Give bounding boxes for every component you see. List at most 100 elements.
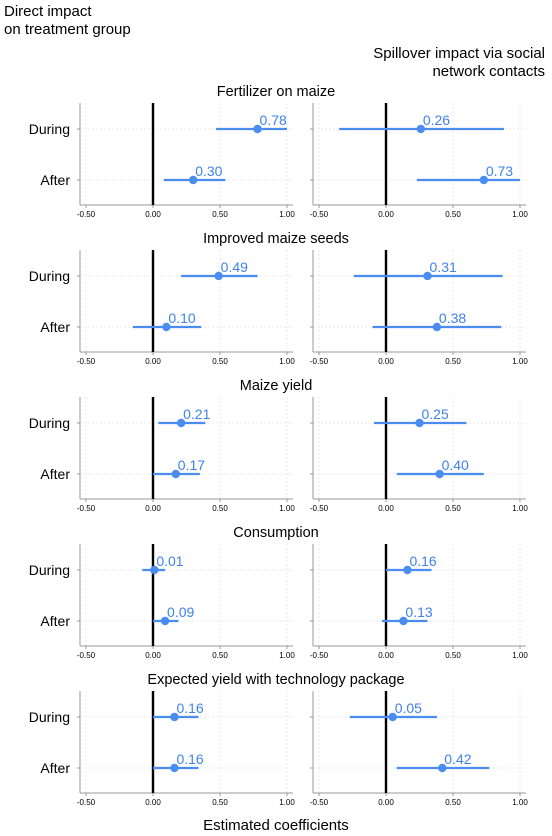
panel-title: Fertilizer on maize <box>217 84 335 100</box>
x-tick-label: 0.00 <box>145 357 161 366</box>
x-tick-label: 1.00 <box>512 357 528 366</box>
value-label: 0.40 <box>442 457 469 473</box>
value-label: 0.30 <box>195 163 222 179</box>
category-label-after: After <box>40 613 70 629</box>
x-tick-label: -0.50 <box>310 798 329 807</box>
x-tick-label: 0.00 <box>145 504 161 513</box>
category-label-after: After <box>40 760 70 776</box>
value-label: 0.16 <box>409 553 436 569</box>
point-estimate <box>438 763 447 773</box>
spillover-subplot: -0.50 0.00 0.50 1.00 0.31 0.38 <box>310 250 528 366</box>
category-label-after: After <box>40 466 70 482</box>
x-tick-label: 1.00 <box>512 504 528 513</box>
point-estimate <box>162 322 171 332</box>
header-left-line-1: Direct impact <box>4 3 92 20</box>
x-tick-label: 0.00 <box>378 357 394 366</box>
value-label: 0.31 <box>430 259 457 275</box>
value-label: 0.25 <box>422 406 449 422</box>
point-estimate <box>399 616 408 626</box>
x-tick-label: 0.50 <box>212 651 228 660</box>
point-estimate <box>415 418 424 428</box>
point-estimate <box>253 124 262 134</box>
x-tick-label: 0.50 <box>445 210 461 219</box>
x-tick-label: 0.00 <box>378 504 394 513</box>
panel-title: Maize yield <box>240 378 313 394</box>
panel-5: Expected yield with technology package Du… <box>29 672 529 807</box>
x-tick-label: 0.50 <box>445 357 461 366</box>
value-label: 0.26 <box>423 112 450 128</box>
value-label: 0.10 <box>168 310 195 326</box>
x-tick-label: 0.50 <box>445 798 461 807</box>
value-label: 0.09 <box>167 604 194 620</box>
category-label-during: During <box>29 121 70 137</box>
direct-subplot: -0.50 0.00 0.50 1.00 0.01 0.09 <box>77 544 295 660</box>
header-right-line-1: Spillover impact via social <box>373 45 545 62</box>
spillover-subplot: -0.50 0.00 0.50 1.00 0.25 0.40 <box>310 397 528 513</box>
point-estimate <box>416 124 426 134</box>
x-tick-label: 1.00 <box>279 651 295 660</box>
panel-title: Improved maize seeds <box>203 231 349 247</box>
x-tick-label: -0.50 <box>310 357 329 366</box>
x-tick-label: 0.00 <box>145 651 161 660</box>
value-label: 0.21 <box>183 406 210 422</box>
direct-subplot: -0.50 0.00 0.50 1.00 0.21 0.17 <box>77 397 295 513</box>
value-label: 0.01 <box>156 553 183 569</box>
panels-group: Fertilizer on maize During After -0.50 0.00 0… <box>29 84 529 807</box>
point-estimate <box>423 271 432 281</box>
x-tick-label: -0.50 <box>310 210 329 219</box>
spillover-subplot: -0.50 0.00 0.50 1.00 0.26 0.73 <box>310 103 528 219</box>
x-tick-label: 0.00 <box>378 651 394 660</box>
panel-2: Improved maize seeds During After -0.50 0.00… <box>29 231 529 366</box>
x-tick-label: -0.50 <box>77 798 96 807</box>
value-label: 0.16 <box>176 751 203 767</box>
point-estimate <box>403 565 412 575</box>
panel-1: Fertilizer on maize During After -0.50 0.00 0… <box>29 84 529 219</box>
value-label: 0.13 <box>405 604 432 620</box>
x-tick-label: 1.00 <box>279 210 295 219</box>
x-tick-label: 1.00 <box>512 798 528 807</box>
spillover-subplot: -0.50 0.00 0.50 1.00 0.05 0.42 <box>310 691 528 807</box>
point-estimate <box>388 712 397 722</box>
x-tick-label: -0.50 <box>77 210 96 219</box>
x-tick-label: 1.00 <box>279 504 295 513</box>
direct-subplot: -0.50 0.00 0.50 1.00 0.16 0.16 <box>77 691 295 807</box>
category-label-during: During <box>29 562 70 578</box>
direct-subplot: -0.50 0.00 0.50 1.00 0.49 0.10 <box>77 250 295 366</box>
panel-3: Maize yield During After -0.50 0.00 0.50 1.00 0… <box>29 378 529 513</box>
category-label-during: During <box>29 268 70 284</box>
x-tick-label: 1.00 <box>279 357 295 366</box>
x-tick-label: -0.50 <box>77 357 96 366</box>
point-estimate <box>432 322 442 332</box>
value-label: 0.78 <box>260 112 287 128</box>
category-label-after: After <box>40 172 70 188</box>
panel-title: Consumption <box>233 525 318 541</box>
value-label: 0.16 <box>176 700 203 716</box>
x-tick-label: 0.00 <box>378 210 394 219</box>
point-estimate <box>150 565 159 575</box>
x-tick-label: -0.50 <box>310 504 329 513</box>
point-estimate <box>160 616 170 626</box>
x-tick-label: 0.00 <box>145 798 161 807</box>
point-estimate <box>170 712 179 722</box>
value-label: 0.17 <box>178 457 205 473</box>
header-left-line-2: on treatment group <box>4 21 131 38</box>
x-tick-label: -0.50 <box>310 651 329 660</box>
panel-title: Expected yield with technology package <box>147 672 404 688</box>
category-label-after: After <box>40 319 70 335</box>
x-tick-label: 1.00 <box>279 798 295 807</box>
x-tick-label: 1.00 <box>512 651 528 660</box>
panel-4: Consumption During After -0.50 0.00 0.50 1.00 0… <box>29 525 529 660</box>
value-label: 0.38 <box>439 310 466 326</box>
x-tick-label: 0.50 <box>212 798 228 807</box>
point-estimate <box>214 271 223 281</box>
spillover-subplot: -0.50 0.00 0.50 1.00 0.16 0.13 <box>310 544 528 660</box>
point-estimate <box>189 175 198 185</box>
x-axis-label: Estimated coefficients <box>203 817 349 834</box>
point-estimate <box>435 469 444 479</box>
x-tick-label: 1.00 <box>512 210 528 219</box>
x-tick-label: 0.00 <box>378 798 394 807</box>
value-label: 0.42 <box>444 751 471 767</box>
x-tick-label: 0.50 <box>212 357 228 366</box>
x-tick-label: 0.50 <box>445 504 461 513</box>
